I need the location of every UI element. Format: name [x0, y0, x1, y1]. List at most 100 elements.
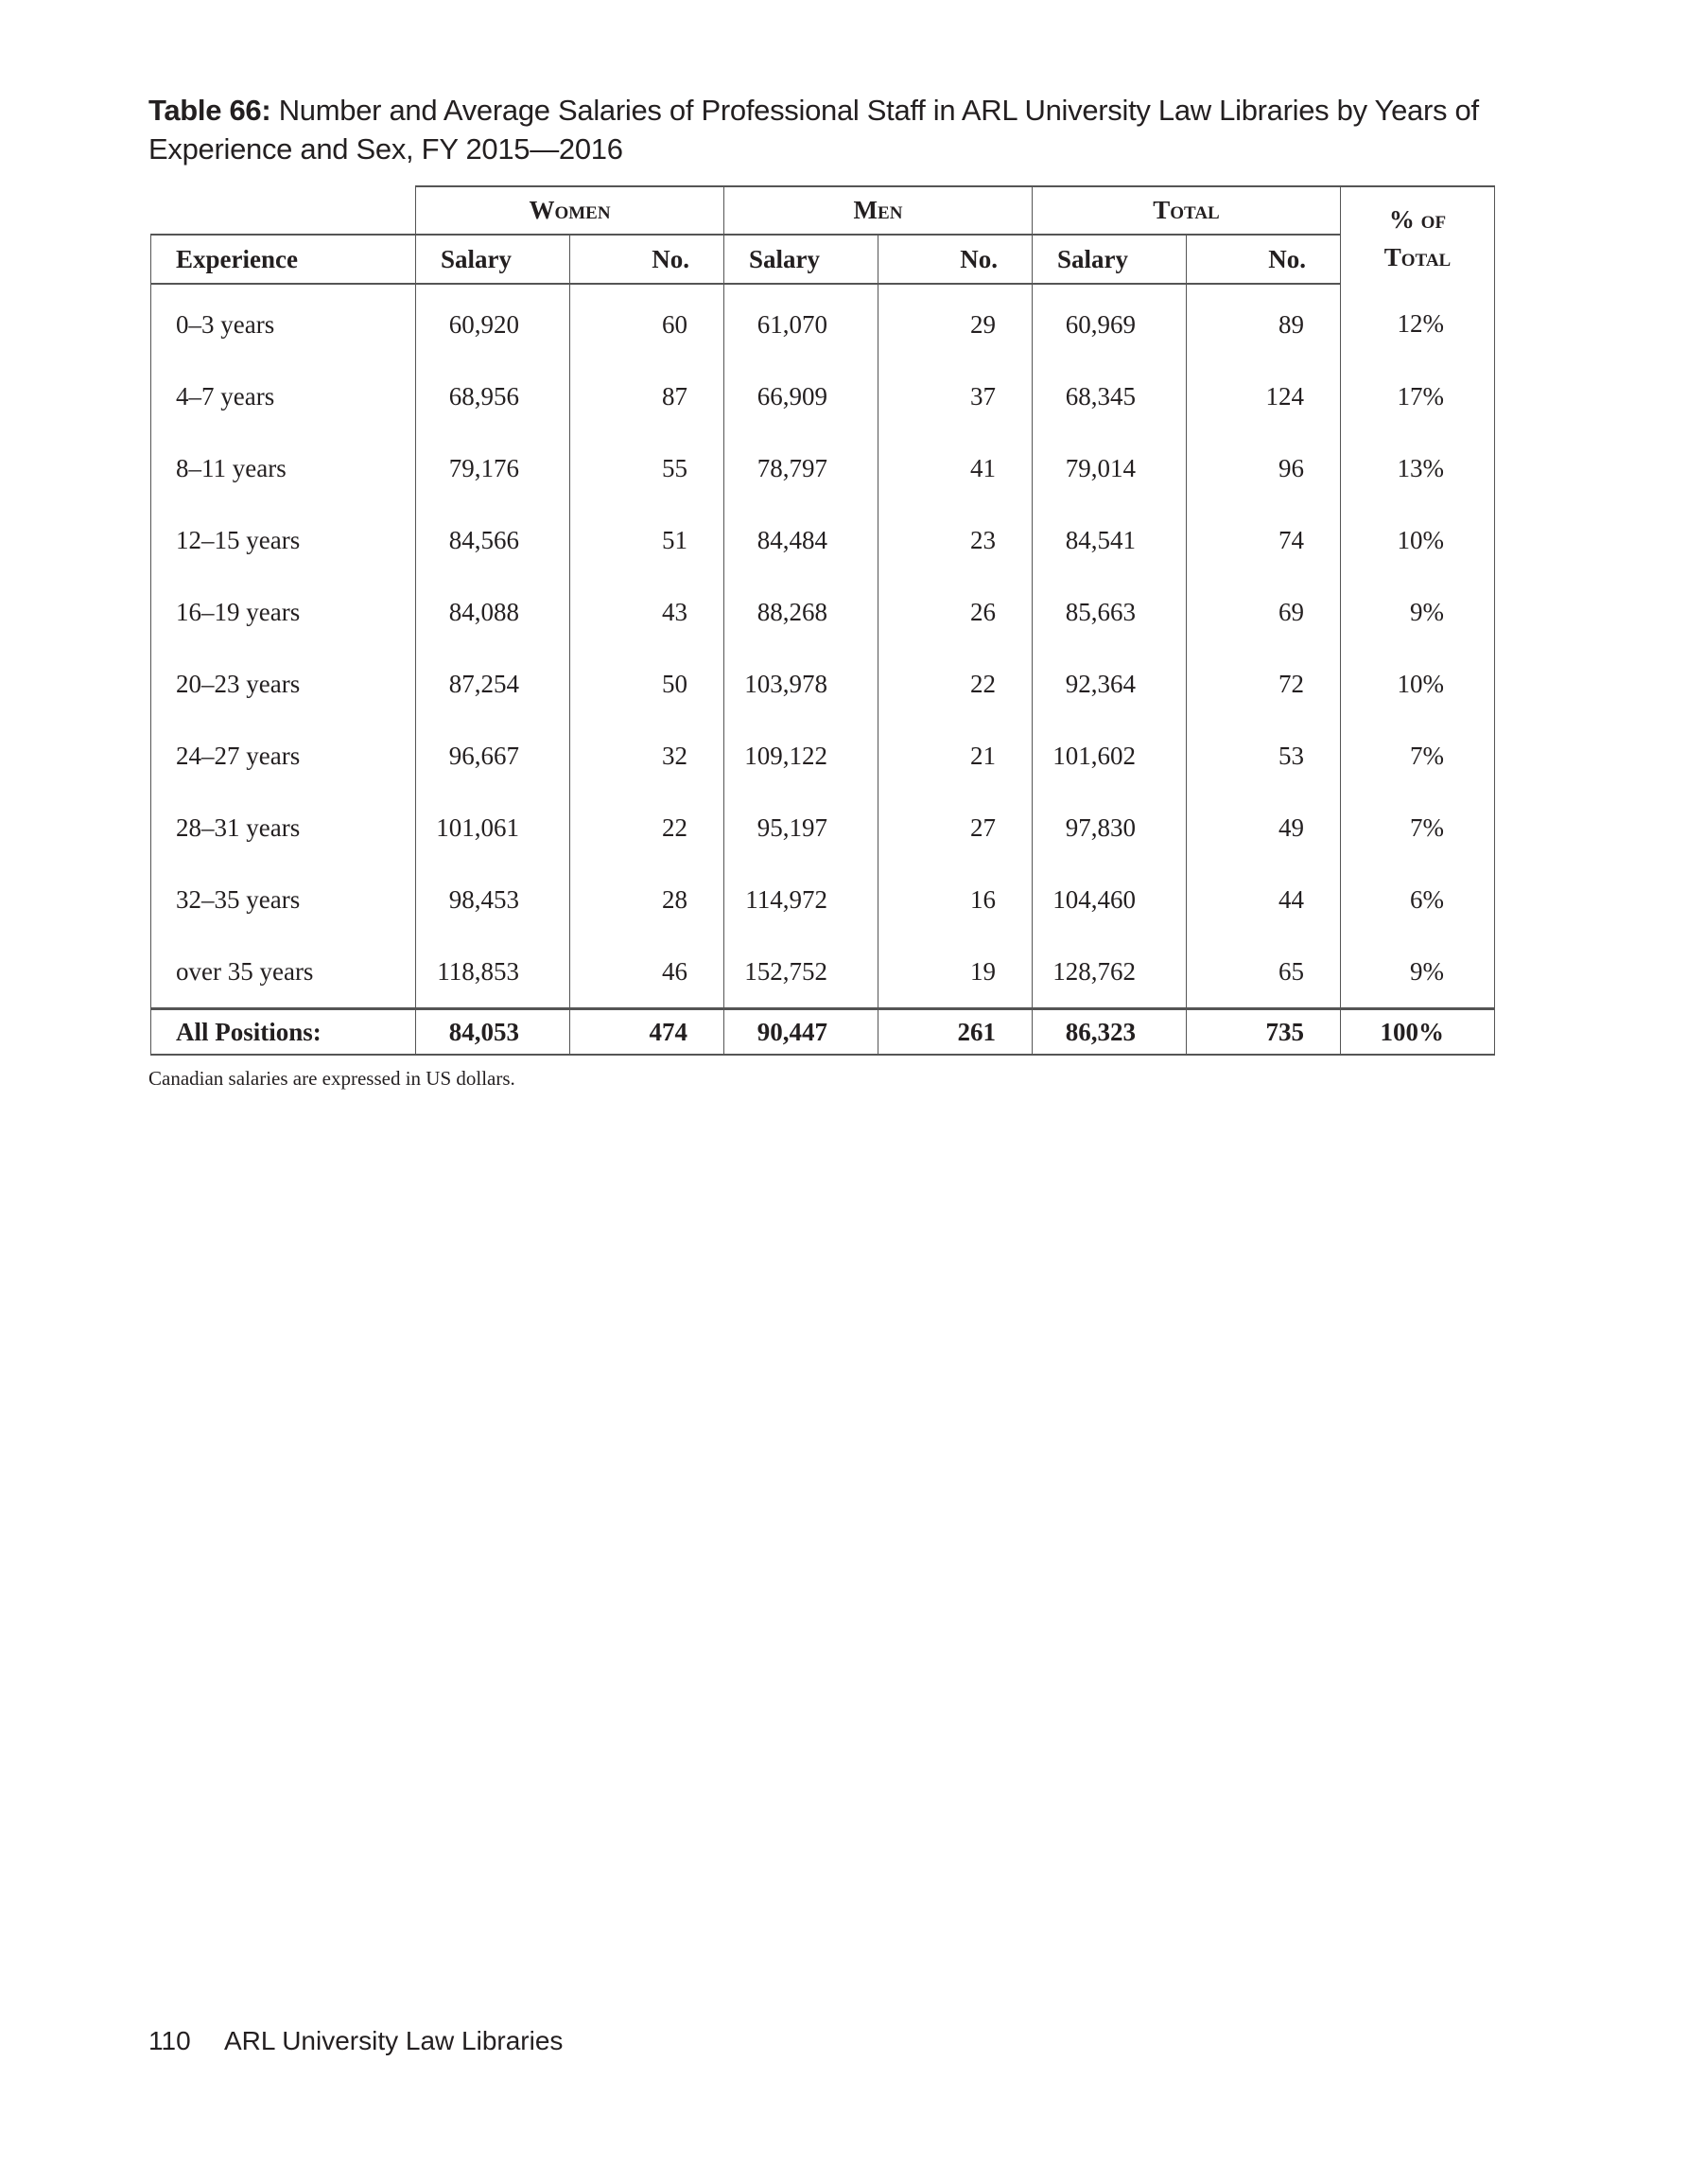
- cell-women-salary: 96,667: [415, 720, 570, 792]
- col-header-women-no: No.: [569, 234, 724, 285]
- pct-header-line2: Total: [1383, 243, 1452, 271]
- cell-men-salary: 95,197: [723, 792, 878, 864]
- table-row: 0–3 years 60,920 60 61,070 29 60,969 89 12%: [150, 284, 1495, 360]
- cell-men-no: 26: [878, 576, 1033, 648]
- cell-total-salary: 84,541: [1032, 504, 1187, 576]
- cell-total-no: 69: [1186, 576, 1341, 648]
- cell-men-no: 37: [878, 360, 1033, 432]
- table-number: Table 66:: [148, 94, 271, 127]
- cell-women-no: 51: [569, 504, 724, 576]
- cell-pct-of-total: 10%: [1340, 504, 1495, 576]
- cell-men-salary: 61,070: [723, 284, 878, 360]
- cell-women-no: 32: [569, 720, 724, 792]
- cell-total-no: 49: [1186, 792, 1341, 864]
- cell-women-no: 474: [569, 1007, 724, 1056]
- salary-table: Women Men Total % of Total Experience Sal…: [150, 185, 1495, 1056]
- cell-experience: All Positions:: [150, 1007, 416, 1056]
- pct-header-line1: % of: [1388, 205, 1447, 234]
- table-row: 12–15 years 84,566 51 84,484 23 84,541 74 10%: [150, 504, 1495, 576]
- table-caption: Number and Average Salaries of Professio…: [148, 94, 1479, 166]
- cell-total-no: 735: [1186, 1007, 1341, 1056]
- table-row: over 35 years 118,853 46 152,752 19 128,762 65…: [150, 935, 1495, 1009]
- table-row: 20–23 years 87,254 50 103,978 22 92,364 72 10%: [150, 648, 1495, 720]
- cell-pct-of-total: 10%: [1340, 648, 1495, 720]
- cell-women-no: 87: [569, 360, 724, 432]
- cell-total-salary: 97,830: [1032, 792, 1187, 864]
- pct-of-total-header: % of Total: [1340, 185, 1495, 284]
- group-header-women: Women: [415, 185, 724, 235]
- table-title: Table 66: Number and Average Salaries of…: [148, 91, 1510, 168]
- cell-pct-of-total: 12%: [1340, 284, 1495, 360]
- cell-total-no: 72: [1186, 648, 1341, 720]
- cell-men-no: 21: [878, 720, 1033, 792]
- cell-men-salary: 152,752: [723, 935, 878, 1009]
- cell-women-salary: 101,061: [415, 792, 570, 864]
- cell-pct-of-total: 9%: [1340, 935, 1495, 1009]
- cell-men-salary: 114,972: [723, 864, 878, 935]
- cell-men-no: 19: [878, 935, 1033, 1009]
- cell-pct-of-total: 9%: [1340, 576, 1495, 648]
- group-header-men: Men: [723, 185, 1033, 235]
- cell-experience: over 35 years: [150, 935, 416, 1009]
- cell-women-salary: 68,956: [415, 360, 570, 432]
- cell-total-no: 89: [1186, 284, 1341, 360]
- cell-men-salary: 109,122: [723, 720, 878, 792]
- cell-women-salary: 84,053: [415, 1007, 570, 1056]
- cell-women-salary: 87,254: [415, 648, 570, 720]
- cell-pct-of-total: 17%: [1340, 360, 1495, 432]
- page-number: 110: [148, 2026, 191, 2055]
- table-row: 28–31 years 101,061 22 95,197 27 97,830 49 7%: [150, 792, 1495, 864]
- cell-experience: 4–7 years: [150, 360, 416, 432]
- table-row: 24–27 years 96,667 32 109,122 21 101,602 53 7%: [150, 720, 1495, 792]
- cell-experience: 8–11 years: [150, 432, 416, 504]
- cell-total-salary: 79,014: [1032, 432, 1187, 504]
- cell-total-no: 96: [1186, 432, 1341, 504]
- cell-total-salary: 85,663: [1032, 576, 1187, 648]
- cell-women-no: 43: [569, 576, 724, 648]
- cell-men-no: 261: [878, 1007, 1033, 1056]
- cell-total-salary: 104,460: [1032, 864, 1187, 935]
- table-row: 4–7 years 68,956 87 66,909 37 68,345 124 17%: [150, 360, 1495, 432]
- cell-experience: 20–23 years: [150, 648, 416, 720]
- blank-header: [150, 186, 416, 236]
- cell-experience: 24–27 years: [150, 720, 416, 792]
- cell-experience: 12–15 years: [150, 504, 416, 576]
- col-header-experience: Experience: [150, 234, 416, 285]
- cell-women-salary: 84,088: [415, 576, 570, 648]
- cell-men-salary: 78,797: [723, 432, 878, 504]
- col-header-women-salary: Salary: [415, 234, 570, 285]
- table-row: 32–35 years 98,453 28 114,972 16 104,460 44 6%: [150, 864, 1495, 935]
- cell-women-salary: 60,920: [415, 284, 570, 360]
- cell-total-salary: 128,762: [1032, 935, 1187, 1009]
- cell-men-salary: 88,268: [723, 576, 878, 648]
- cell-experience: 0–3 years: [150, 284, 416, 360]
- cell-women-no: 46: [569, 935, 724, 1009]
- cell-pct-of-total: 7%: [1340, 792, 1495, 864]
- cell-total-no: 44: [1186, 864, 1341, 935]
- cell-total-salary: 86,323: [1032, 1007, 1187, 1056]
- table-row: 8–11 years 79,176 55 78,797 41 79,014 96 13%: [150, 432, 1495, 504]
- cell-total-salary: 101,602: [1032, 720, 1187, 792]
- cell-men-no: 23: [878, 504, 1033, 576]
- cell-men-no: 16: [878, 864, 1033, 935]
- cell-men-salary: 90,447: [723, 1007, 878, 1056]
- cell-experience: 16–19 years: [150, 576, 416, 648]
- cell-men-salary: 103,978: [723, 648, 878, 720]
- cell-total-salary: 92,364: [1032, 648, 1187, 720]
- cell-women-salary: 84,566: [415, 504, 570, 576]
- cell-total-salary: 68,345: [1032, 360, 1187, 432]
- cell-men-no: 22: [878, 648, 1033, 720]
- cell-total-no: 65: [1186, 935, 1341, 1009]
- cell-women-no: 60: [569, 284, 724, 360]
- cell-total-salary: 60,969: [1032, 284, 1187, 360]
- cell-pct-of-total: 13%: [1340, 432, 1495, 504]
- cell-total-no: 53: [1186, 720, 1341, 792]
- cell-women-no: 28: [569, 864, 724, 935]
- footer-section-title: ARL University Law Libraries: [224, 2026, 564, 2055]
- table-footnote: Canadian salaries are expressed in US do…: [148, 1067, 515, 1090]
- col-header-total-salary: Salary: [1032, 234, 1187, 285]
- cell-men-no: 27: [878, 792, 1033, 864]
- cell-men-salary: 66,909: [723, 360, 878, 432]
- cell-pct-of-total: 7%: [1340, 720, 1495, 792]
- cell-women-no: 50: [569, 648, 724, 720]
